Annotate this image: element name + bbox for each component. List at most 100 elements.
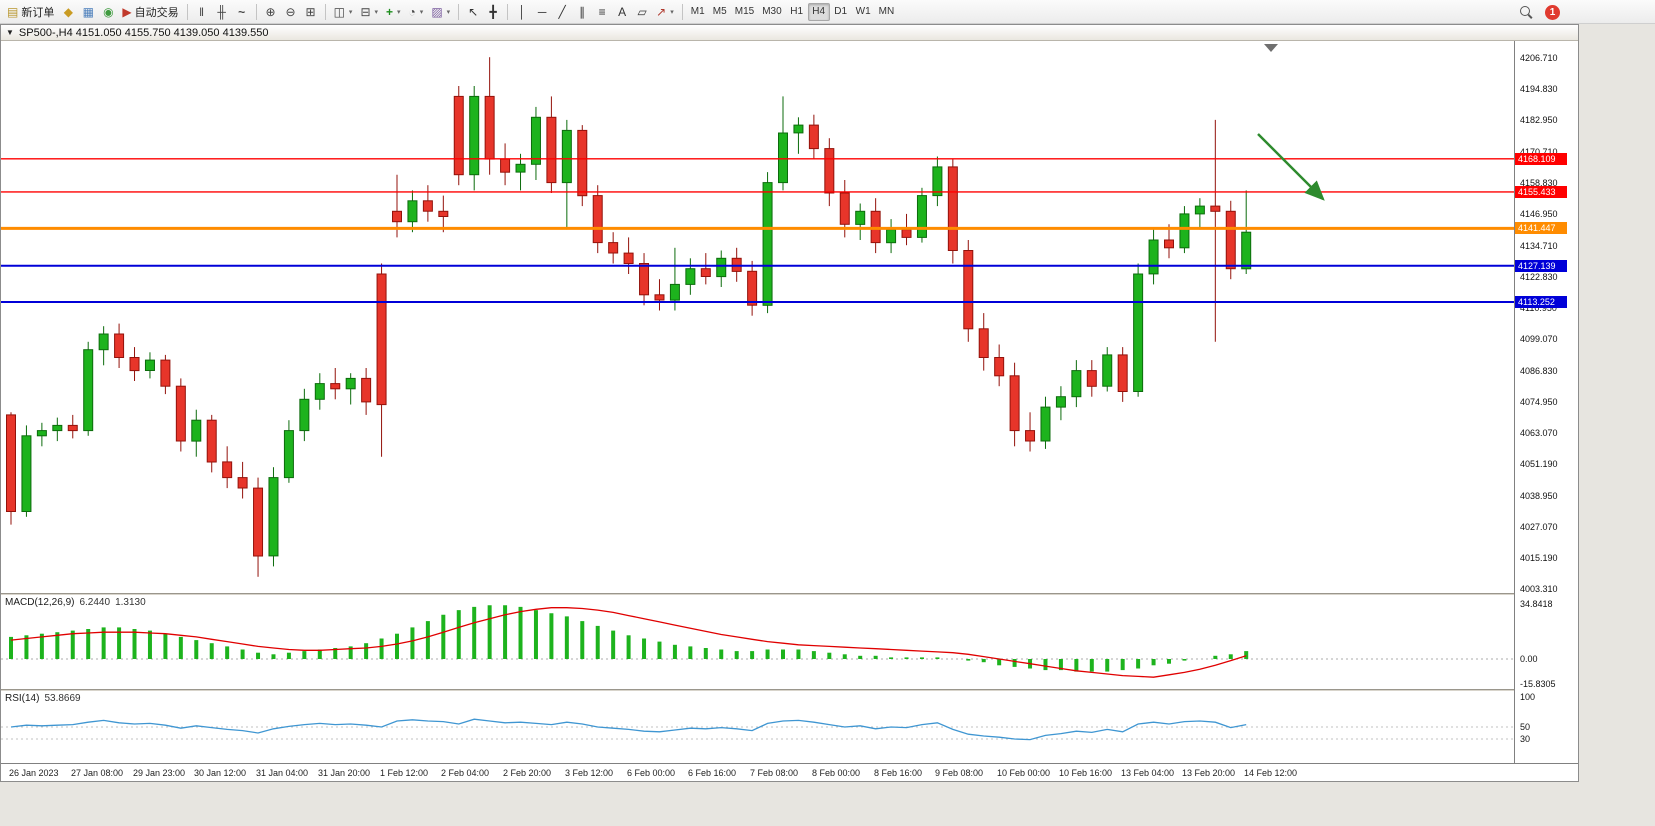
time-axis-label: 10 Feb 16:00 — [1059, 768, 1113, 778]
status-area — [0, 782, 1655, 826]
price-tag: 4141.447 — [1515, 222, 1567, 234]
chart-menu-icon[interactable]: ▼ — [6, 28, 14, 37]
toolbar-separator — [681, 3, 683, 20]
auto-trading-icon: ▶ — [122, 4, 132, 19]
timeframe-h4-button[interactable]: H4 — [807, 2, 830, 21]
time-axis-label: 1 Feb 12:00 — [380, 768, 429, 778]
periods-icon: ◔ — [408, 4, 416, 19]
price-axis[interactable]: 4206.710 4194.830 4182.950 4170.710 4158.830… — [1514, 41, 1578, 763]
search-icon[interactable] — [1520, 5, 1533, 19]
chart-title: SP500-,H4 4151.050 4155.750 4139.050 413… — [18, 26, 269, 39]
horizontal-line-icon: ─ — [537, 4, 547, 19]
pane-splitter[interactable] — [1, 593, 1578, 595]
timeframe-d1-button[interactable]: D1 — [834, 6, 848, 17]
macd-indicator-label: MACD(12,26,9) 6.2440 1.3130 — [5, 597, 146, 608]
time-axis-label: 6 Feb 16:00 — [688, 768, 737, 778]
cursor-button[interactable]: ↖ — [463, 2, 483, 22]
price-axis-label: 4158.830 — [1520, 178, 1558, 188]
timeframe-w1-button[interactable]: W1 — [855, 6, 871, 17]
toolbar-separator — [507, 3, 509, 20]
vertical-line-button[interactable]: │ — [512, 2, 532, 22]
price-axis-label: 4194.830 — [1520, 84, 1558, 94]
price-tag: 4155.433 — [1515, 186, 1567, 198]
fibonacci-icon: ≡ — [598, 4, 606, 19]
price-axis-label: 4074.950 — [1520, 397, 1558, 407]
time-axis-label: 8 Feb 00:00 — [812, 768, 861, 778]
macd-pane[interactable] — [1, 595, 1514, 689]
zoom-in-icon: ⊕ — [265, 4, 276, 19]
indicators-button[interactable]: + ▾ — [382, 2, 405, 22]
macd-main-value: 6.2440 — [79, 597, 111, 608]
macd-histogram — [9, 605, 1249, 672]
pane-splitter[interactable] — [1, 689, 1578, 691]
zoom-in-button[interactable]: ⊕ — [261, 2, 281, 22]
time-axis-label: 6 Feb 00:00 — [627, 768, 676, 778]
crosshair-button[interactable]: ╋ — [483, 2, 503, 22]
time-axis-label: 9 Feb 08:00 — [935, 768, 984, 778]
price-axis-label: 4146.950 — [1520, 209, 1558, 219]
arrows-button[interactable]: ↗ ▾ — [652, 2, 678, 22]
templates-button[interactable]: ▨ ▾ — [427, 2, 454, 22]
main-toolbar: ▤ 新订单 ◆ ▦ ◉ ▶ 自动交易 ‖ ╫ ~ ⊕ ⊖ ⊞ ◫ ▾ ⊟ ▾ + ▾ … — [0, 0, 1655, 24]
timeframe-m15-button[interactable]: M15 — [734, 6, 755, 17]
time-axis-label: 26 Jan 2023 — [9, 768, 59, 778]
time-axis-label: 2 Feb 04:00 — [441, 768, 490, 778]
tile-windows-button[interactable]: ⊞ — [301, 2, 321, 22]
time-axis-label: 2 Feb 20:00 — [503, 768, 552, 778]
bar-chart-icon: ‖ — [199, 4, 205, 19]
main-price-chart[interactable] — [1, 41, 1514, 593]
notification-badge[interactable]: 1 — [1545, 4, 1560, 20]
rsi-pane[interactable] — [1, 691, 1514, 763]
time-axis-label: 31 Jan 04:00 — [256, 768, 309, 778]
price-tag: 4127.139 — [1515, 260, 1567, 272]
crosshair-icon: ╋ — [489, 4, 497, 19]
timeframe-mn-button[interactable]: MN — [878, 6, 895, 17]
time-axis-label: 31 Jan 20:00 — [318, 768, 371, 778]
equidistant-channel-button[interactable]: ∥ — [572, 2, 592, 22]
chart-body: MACD(12,26,9) 6.2440 1.3130 RSI(14) 53.8669… — [1, 41, 1578, 781]
tile-windows-icon: ⊞ — [305, 4, 316, 19]
price-axis-label: 4110.950 — [1520, 303, 1557, 313]
chart-titlebar[interactable]: ▼ SP500-,H4 4151.050 4155.750 4139.050 4… — [1, 25, 1578, 41]
toolbar-separator — [458, 3, 460, 20]
price-axis-label: 4015.190 — [1520, 553, 1558, 563]
macd-axis-label: 0.00 — [1520, 654, 1538, 664]
annotation-arrow[interactable] — [1257, 133, 1325, 201]
new-chart-button[interactable]: ◫ ▾ — [330, 2, 357, 22]
cursor-icon: ↖ — [468, 4, 479, 19]
price-axis-label: 4134.710 — [1520, 241, 1558, 251]
zoom-out-button[interactable]: ⊖ — [281, 2, 301, 22]
bar-chart-button[interactable]: ‖ — [192, 2, 212, 22]
market-watch-button[interactable]: ◆ — [58, 2, 78, 22]
toolbar-separator — [186, 3, 188, 20]
new-order-button[interactable]: ▤ 新订单 — [3, 2, 58, 22]
auto-trading-button[interactable]: ▶ 自动交易 — [118, 2, 182, 22]
profiles-icon: ⊟ — [360, 4, 371, 19]
data-window-button[interactable]: ▦ — [78, 2, 98, 22]
dropdown-caret-icon: ▾ — [397, 8, 401, 16]
timeframe-m5-button[interactable]: M5 — [712, 6, 727, 17]
vertical-line-icon: │ — [518, 4, 526, 19]
timeframe-m1-button[interactable]: M1 — [690, 6, 705, 17]
line-chart-button[interactable]: ~ — [232, 2, 252, 22]
candles-layer — [6, 57, 1252, 577]
timeframe-h1-button[interactable]: H1 — [790, 6, 804, 17]
dropdown-caret-icon: ▾ — [670, 8, 674, 16]
time-axis-label: 8 Feb 16:00 — [874, 768, 923, 778]
profiles-button[interactable]: ⊟ ▾ — [356, 2, 382, 22]
text-label-button[interactable]: ▱ — [632, 2, 652, 22]
text-button[interactable]: A — [612, 2, 632, 22]
trendline-button[interactable]: ╱ — [552, 2, 572, 22]
horizontal-line-button[interactable]: ─ — [532, 2, 552, 22]
time-axis[interactable]: 26 Jan 2023 27 Jan 08:00 29 Jan 23:00 30 Ja… — [1, 763, 1578, 781]
fibonacci-button[interactable]: ≡ — [592, 2, 612, 22]
timeframe-m30-button[interactable]: M30 — [762, 6, 782, 17]
time-axis-label: 13 Feb 04:00 — [1121, 768, 1175, 778]
chart-shift-marker[interactable] — [1264, 44, 1278, 52]
rsi-axis-label: 30 — [1520, 734, 1531, 744]
navigator-button[interactable]: ◉ — [98, 2, 118, 22]
rsi-value: 53.8669 — [44, 693, 81, 704]
candlestick-chart-button[interactable]: ╫ — [212, 2, 232, 22]
time-axis-label: 14 Feb 12:00 — [1244, 768, 1298, 778]
periods-button[interactable]: ◔ ▾ — [405, 2, 428, 22]
